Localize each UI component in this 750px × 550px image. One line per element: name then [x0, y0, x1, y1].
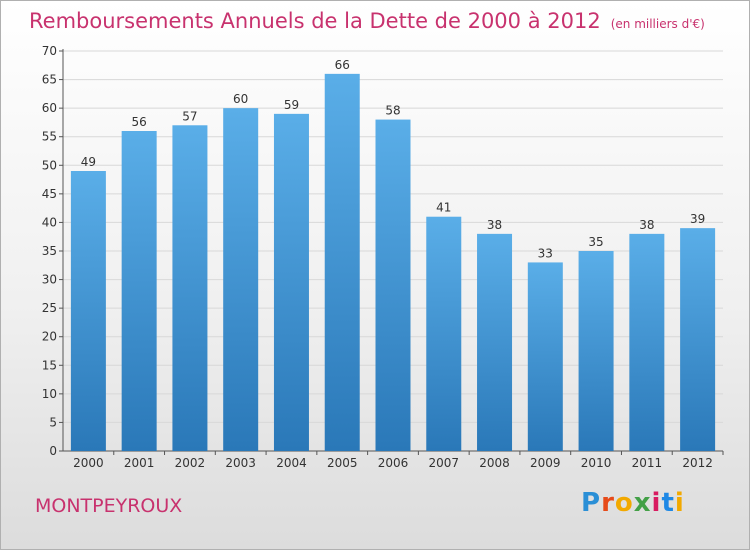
logo-letter: x [633, 488, 652, 518]
bar[interactable] [477, 233, 513, 451]
y-tick-label: 40 [42, 215, 57, 229]
labels: 49 2000 56 2001 57 2002 60 2003 59 2004 66 2005 58 20… [73, 58, 713, 470]
x-tick-label: 2006 [378, 456, 409, 470]
x-tick-label: 2007 [428, 456, 459, 470]
bar[interactable] [121, 131, 157, 451]
y-tick-label: 60 [42, 101, 57, 115]
bar[interactable] [172, 125, 208, 452]
y-tick-label: 30 [42, 273, 57, 287]
x-tick-label: 2009 [530, 456, 561, 470]
x-tick-label: 2008 [479, 456, 510, 470]
x-tick-label: 2005 [327, 456, 358, 470]
bar-value-label: 41 [436, 201, 451, 215]
bar[interactable] [223, 108, 259, 452]
x-tick-label: 2012 [682, 456, 713, 470]
bar[interactable] [70, 171, 106, 451]
bar[interactable] [273, 113, 309, 451]
bar[interactable] [680, 228, 716, 451]
bar-value-label: 66 [335, 58, 350, 72]
bar-value-label: 60 [233, 92, 248, 106]
y-tick-label: 0 [49, 444, 57, 458]
y-tick-label: 45 [42, 187, 57, 201]
y-tick-label: 5 [49, 415, 57, 429]
bar[interactable] [324, 73, 360, 451]
bar[interactable] [629, 233, 665, 451]
bar-value-label: 35 [588, 235, 603, 249]
bar[interactable] [375, 119, 411, 452]
logo-letter: t [661, 488, 675, 518]
logo-letter: o [614, 488, 634, 518]
bars [70, 73, 716, 452]
bar[interactable] [426, 216, 462, 451]
chart-title: Remboursements Annuels de la Dette de 20… [29, 9, 705, 33]
logo-letter: P [581, 488, 602, 518]
logo-letter: i [674, 488, 685, 518]
x-tick-label: 2002 [175, 456, 206, 470]
bar-value-label: 56 [132, 115, 147, 129]
x-tick-label: 2000 [73, 456, 104, 470]
x-tick-label: 2001 [124, 456, 155, 470]
bar-value-label: 59 [284, 98, 299, 112]
bar-value-label: 58 [385, 104, 400, 118]
bar-value-label: 49 [81, 155, 96, 169]
y-tick-label: 55 [42, 130, 57, 144]
x-tick-label: 2010 [581, 456, 612, 470]
y-tick-label: 15 [42, 358, 57, 372]
bar-value-label: 33 [538, 246, 553, 260]
bar[interactable] [527, 262, 563, 451]
chart-title-text: Remboursements Annuels de la Dette de 20… [29, 9, 601, 33]
bar-value-label: 38 [639, 218, 654, 232]
y-tick-label: 25 [42, 301, 57, 315]
x-tick-label: 2011 [632, 456, 663, 470]
bar-value-label: 57 [182, 109, 197, 123]
bar[interactable] [578, 251, 614, 451]
y-tick-label: 70 [42, 44, 57, 58]
x-tick-label: 2003 [225, 456, 256, 470]
logo-letter: i [651, 488, 662, 518]
bar-value-label: 38 [487, 218, 502, 232]
proxiti-logo[interactable]: Proxiti [581, 488, 685, 518]
y-tick-label: 35 [42, 244, 57, 258]
bar-value-label: 39 [690, 212, 705, 226]
commune-name: MONTPEYROUX [35, 495, 183, 517]
y-tick-label: 10 [42, 387, 57, 401]
y-tick-label: 65 [42, 73, 57, 87]
logo-letter: r [601, 488, 615, 518]
x-tick-label: 2004 [276, 456, 307, 470]
chart-unit: (en milliers d'€) [610, 17, 705, 31]
y-tick-label: 20 [42, 330, 57, 344]
y-tick-label: 50 [42, 158, 57, 172]
